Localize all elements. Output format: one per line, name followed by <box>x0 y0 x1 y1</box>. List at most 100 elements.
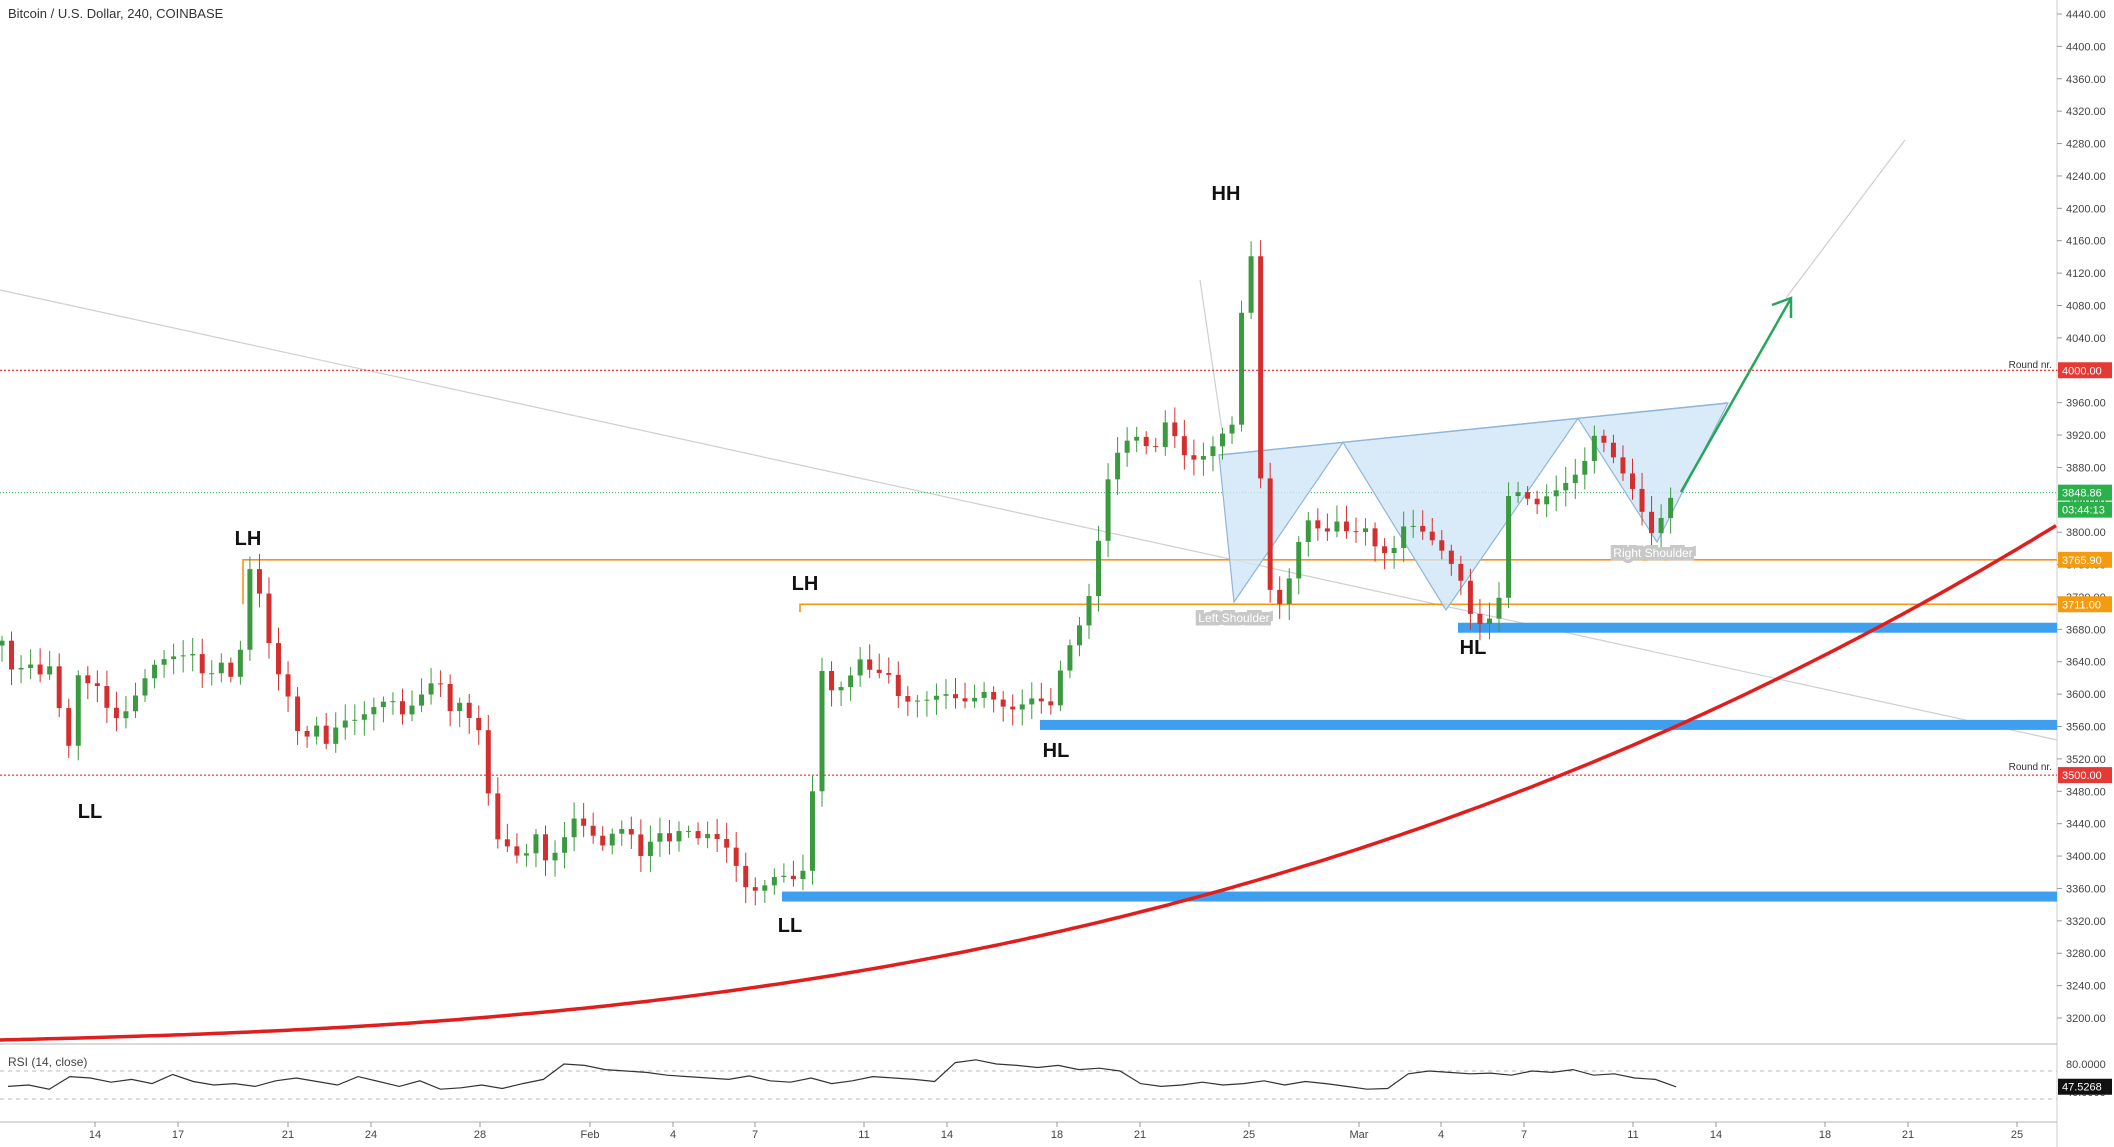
badge-last-price: 3848.86 <box>2062 488 2102 500</box>
candle-body <box>581 818 587 826</box>
candle-body <box>199 654 205 674</box>
candle-body <box>1296 541 1302 579</box>
candle-body <box>781 875 787 878</box>
candle-body <box>867 659 873 670</box>
round-number-label-4000: Round nr. <box>2009 360 2052 371</box>
candle-body <box>190 654 196 656</box>
support-zone <box>782 891 2057 902</box>
time-axis[interactable]: 14 17 21 24 28 Feb 4 7 11 14 18 21 25 Mar 4 7 11 14 18 21 25 <box>89 1122 2023 1141</box>
candle-body <box>1019 704 1025 710</box>
y-tick-label: 3600.00 <box>2066 689 2106 701</box>
candle-body <box>1629 473 1635 489</box>
candle-body <box>1429 531 1435 541</box>
candle-body <box>1096 540 1102 597</box>
x-tick-label: 11 <box>858 1129 869 1141</box>
candle-body <box>1410 525 1416 527</box>
candle-body <box>314 725 320 737</box>
candle-body <box>18 668 24 670</box>
swing-label: HL <box>1460 637 1487 659</box>
rsi-current-badge <box>2058 1078 2112 1095</box>
candle-body <box>666 833 672 842</box>
candle-body <box>1010 706 1016 710</box>
y-tick-label: 3200.00 <box>2066 1013 2106 1025</box>
x-tick-label: 14 <box>89 1129 101 1141</box>
x-tick-label: 24 <box>365 1129 377 1141</box>
candle-body <box>705 833 711 839</box>
candle-body <box>1210 446 1216 457</box>
candle-body <box>447 683 453 712</box>
y-tick-label: 3480.00 <box>2066 786 2106 798</box>
badge-3500: 3500.00 <box>2062 770 2102 782</box>
candle-body <box>1191 455 1197 460</box>
y-tick-label: 4400.00 <box>2066 41 2106 53</box>
y-tick-label: 4440.00 <box>2066 9 2106 21</box>
candle-body <box>1458 563 1464 581</box>
candle-body <box>1372 528 1378 547</box>
candle-body <box>1639 488 1645 512</box>
candle-body <box>1525 492 1531 499</box>
y-tick-label: 4240.00 <box>2066 171 2106 183</box>
y-tick-label: 3400.00 <box>2066 851 2106 863</box>
x-tick-label: Feb <box>581 1129 600 1141</box>
candle-body <box>1229 424 1235 434</box>
candle-body <box>714 833 720 840</box>
y-tick-label: 3800.00 <box>2066 527 2106 539</box>
candle-body <box>1563 482 1569 491</box>
candle-body <box>113 707 119 719</box>
swing-label: LH <box>235 528 262 550</box>
badge-3711: 3711.00 <box>2062 599 2101 611</box>
candle-body <box>562 837 568 853</box>
candle-body <box>1076 625 1082 646</box>
price-axis[interactable]: 4440.00 4400.00 4360.00 4320.00 4280.00 4240.… <box>2057 9 2106 1025</box>
candle-body <box>771 877 777 886</box>
swing-label: LH <box>792 573 819 595</box>
candle-body <box>686 831 692 833</box>
candle-body <box>600 835 606 846</box>
candle-body <box>380 701 386 708</box>
candle-body <box>1649 511 1655 534</box>
candle-body <box>1363 528 1369 532</box>
candle-body <box>590 825 596 836</box>
x-tick-label: 11 <box>1627 1129 1638 1141</box>
candle-body <box>1134 436 1140 441</box>
y-tick-label: 3280.00 <box>2066 948 2106 960</box>
candle-body <box>743 865 749 888</box>
candle-body <box>695 831 701 839</box>
candle-body <box>1162 422 1168 448</box>
badge-4000-bg <box>2058 362 2112 379</box>
candle-body <box>457 702 463 712</box>
candle-body <box>399 701 405 715</box>
candle-body <box>323 725 329 744</box>
candlestick-series <box>0 240 1674 906</box>
badge-3765: 3765.90 <box>2062 555 2102 567</box>
badge-3711-bg <box>2058 596 2112 613</box>
x-tick-label: 4 <box>670 1129 676 1141</box>
candle-body <box>9 640 15 670</box>
candle-body <box>228 662 234 677</box>
spike-trendline <box>1199 279 1223 431</box>
y-tick-label: 3240.00 <box>2066 981 2106 993</box>
candle-body <box>142 678 148 696</box>
candle-body <box>352 719 358 721</box>
candle-body <box>152 664 158 679</box>
candle-body <box>342 720 348 728</box>
candle-body <box>28 664 34 669</box>
candle-body <box>1029 698 1035 705</box>
badge-countdown: 03:44:13 <box>2062 505 2105 517</box>
candle-body <box>838 687 844 691</box>
candle-body <box>619 829 625 834</box>
candle-body <box>1038 698 1044 702</box>
y-tick-label: 3560.00 <box>2066 722 2106 734</box>
candle-body <box>1420 525 1426 532</box>
candle-body <box>504 839 510 847</box>
candle-body <box>1105 479 1111 541</box>
badge-last-price-bg <box>2058 484 2112 501</box>
candle-body <box>809 791 815 871</box>
x-tick-label: 17 <box>172 1129 184 1141</box>
candle-body <box>609 833 615 846</box>
candle-body <box>85 675 91 684</box>
candle-body <box>1658 517 1664 534</box>
candle-body <box>953 694 959 699</box>
badge-countdown-bg <box>2058 501 2112 518</box>
